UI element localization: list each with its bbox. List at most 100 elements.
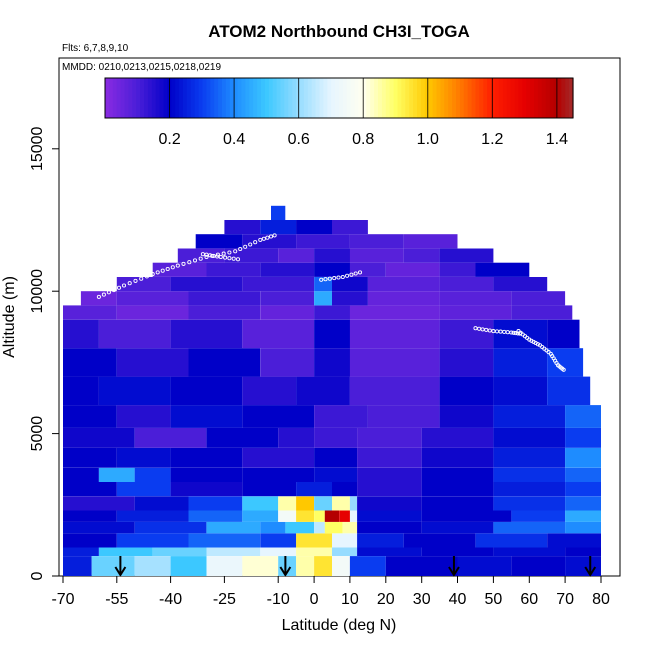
colorbar-swatch — [136, 78, 141, 118]
heatmap-cell — [116, 348, 189, 377]
colorbar-swatch — [112, 78, 118, 118]
colorbar-swatch — [362, 78, 367, 118]
colorbar-swatch — [436, 78, 441, 118]
heatmap-cell — [152, 547, 207, 556]
heatmap-cell — [63, 319, 99, 349]
heatmap-cell — [439, 291, 512, 306]
heatmap-cell — [357, 547, 422, 556]
heatmap-cell — [439, 305, 512, 320]
heatmap-cell — [188, 533, 261, 548]
heatmap-cell — [314, 447, 358, 468]
colorbar-swatch — [272, 78, 278, 118]
dates-text: MMDD: 0210,0213,0215,0218,0219 — [62, 62, 221, 73]
colorbar-swatch — [526, 78, 531, 118]
heatmap-cell — [565, 467, 601, 482]
x-tick-label: -55 — [105, 591, 128, 608]
heatmap-cell — [565, 447, 601, 468]
colorbar-swatch — [417, 78, 422, 118]
colorbar-swatch — [327, 78, 332, 118]
heatmap-cell — [116, 533, 189, 548]
heatmap-cell — [134, 427, 207, 448]
chart-title: ATOM2 Northbound CH3I_TOGA — [208, 22, 470, 41]
heatmap-cell — [314, 496, 332, 511]
heatmap-cell — [116, 510, 189, 522]
heatmap-cell — [493, 348, 548, 377]
flight-track-point — [561, 367, 566, 372]
colorbar-swatch — [545, 78, 551, 118]
flight-track-point — [160, 268, 165, 273]
heatmap-cell — [224, 248, 279, 263]
heatmap-cell — [314, 521, 325, 534]
flight-track-point — [215, 254, 220, 259]
colorbar-swatch — [284, 78, 289, 118]
heatmap-cell — [349, 556, 386, 576]
heatmap-cell — [357, 521, 422, 534]
colorbar-swatch — [315, 78, 321, 118]
heatmap-cell — [188, 496, 243, 511]
heatmap-cell — [349, 348, 440, 377]
colorbar-swatch — [452, 78, 457, 118]
colorbar-swatch — [311, 78, 317, 118]
heatmap-cell — [457, 556, 512, 576]
colorbar-tick-label: 0.2 — [158, 131, 180, 148]
heatmap-cell — [206, 427, 279, 448]
colorbar-swatch — [549, 78, 555, 118]
heatmap-cell — [349, 376, 440, 406]
heatmap-cell — [349, 305, 440, 320]
heatmap-cell — [403, 533, 476, 548]
heatmap-cell — [324, 521, 343, 534]
flight-track-point — [515, 331, 520, 336]
y-axis: 0 5000 10000 15000 — [29, 126, 59, 580]
colorbar-swatch — [342, 78, 348, 118]
heatmap-cell — [332, 482, 358, 497]
heatmap-cell — [385, 556, 458, 576]
flight-track-point — [248, 242, 253, 247]
colorbar-swatch — [475, 78, 480, 118]
heatmap-cell — [332, 556, 350, 576]
colorbar-swatch — [319, 78, 324, 118]
y-tick-label: 10000 — [29, 269, 46, 314]
colorbar-swatch — [530, 78, 535, 118]
colorbar-swatch — [261, 78, 266, 118]
heatmap-cell — [63, 510, 117, 522]
arrow-head — [279, 566, 292, 577]
colorbar-tick-label: 1.0 — [417, 131, 439, 148]
heatmap-cell — [134, 467, 171, 482]
heatmap-cell — [63, 533, 117, 548]
colorbar-swatch — [155, 78, 161, 118]
colorbar-swatch — [237, 78, 243, 118]
heatmap-cell — [63, 305, 117, 320]
flight-track-point — [155, 270, 160, 275]
colorbar-swatch — [128, 78, 133, 118]
colorbar-swatch — [534, 78, 539, 118]
heatmap-cell — [314, 262, 350, 277]
colorbar-swatch — [210, 78, 215, 118]
flight-track-point — [484, 327, 489, 332]
heatmap-cell — [242, 510, 279, 522]
heatmap-cell — [170, 376, 243, 406]
colorbar-swatch — [506, 78, 512, 118]
colorbar-swatch — [491, 78, 496, 118]
flight-track-point — [231, 256, 236, 261]
heatmap-cell — [242, 277, 314, 292]
heatmap-cell — [91, 556, 135, 576]
heatmap-cell — [63, 405, 117, 428]
flight-track-point — [319, 277, 324, 282]
colorbar-swatch — [479, 78, 484, 118]
flight-track-point — [340, 274, 345, 280]
colorbar-swatch — [432, 78, 438, 118]
heatmap-cell — [278, 248, 315, 263]
colorbar-swatch — [495, 78, 500, 118]
colorbar-swatch — [222, 78, 227, 118]
flight-track-point — [165, 266, 170, 272]
flight-track-point — [353, 271, 358, 276]
flight-track-point — [336, 275, 341, 280]
colorbar-swatch — [288, 78, 293, 118]
x-tick-label: 70 — [556, 591, 574, 608]
heatmap-cell — [314, 305, 350, 320]
colorbar-swatch — [300, 78, 305, 118]
colorbar-swatch — [459, 78, 465, 118]
colorbar-swatch — [105, 78, 110, 118]
heatmap-cell — [134, 521, 207, 534]
